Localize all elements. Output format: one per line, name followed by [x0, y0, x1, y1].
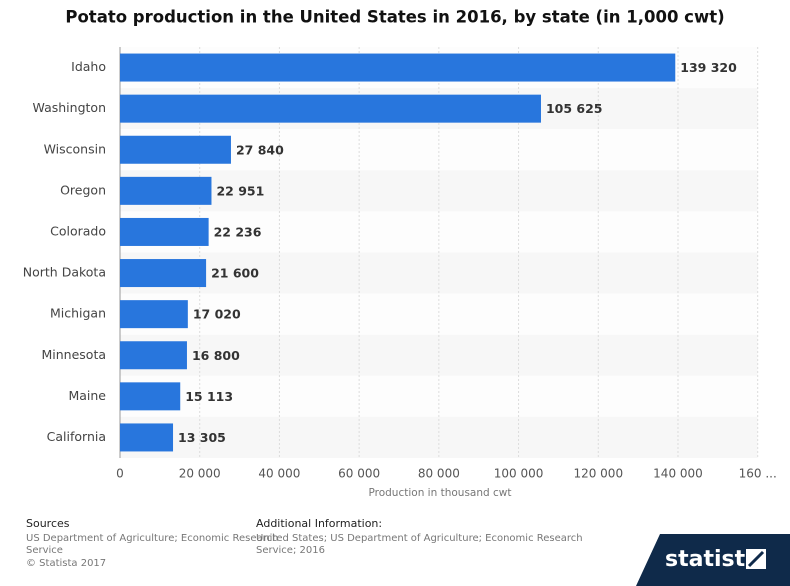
value-label: 13 305 [178, 430, 226, 445]
copyright: © Statista 2017 [26, 558, 106, 569]
value-label: 27 840 [236, 142, 284, 157]
value-label: 105 625 [546, 101, 603, 116]
value-label: 21 600 [211, 266, 259, 281]
x-tick-label: 120 000 [573, 467, 623, 481]
value-label: 16 800 [192, 348, 240, 363]
x-tick-label: 40 000 [258, 467, 300, 481]
bar [120, 53, 676, 82]
bar [120, 341, 187, 370]
info-heading: Additional Information: [256, 517, 382, 530]
y-tick-label: Oregon [60, 182, 106, 197]
sources-heading: Sources [26, 517, 70, 530]
logo: statista [665, 547, 760, 572]
sources-text: Service [26, 545, 63, 556]
value-label: 15 113 [185, 389, 233, 404]
value-label: 17 020 [193, 307, 241, 322]
logo-icon-stroke [747, 550, 765, 568]
bars [120, 53, 676, 452]
x-tick-label: 80 000 [418, 467, 460, 481]
bar [120, 423, 174, 452]
y-tick-label: California [47, 429, 106, 444]
y-tick-label: Idaho [71, 59, 106, 74]
y-tick-label: Minnesota [41, 347, 106, 362]
bar [120, 217, 209, 246]
value-label: 22 951 [216, 183, 264, 198]
value-label: 22 236 [214, 224, 262, 239]
value-label: 139 320 [680, 60, 737, 75]
x-tick-label: 20 000 [179, 467, 221, 481]
chart-title: Potato production in the United States i… [65, 8, 724, 27]
y-tick-label: Washington [33, 100, 106, 115]
y-tick-label: Maine [68, 388, 106, 403]
sources-text: US Department of Agriculture; Economic R… [26, 533, 278, 544]
bar [120, 176, 212, 205]
bar [120, 259, 207, 288]
x-tick-label: 100 000 [494, 467, 544, 481]
logo-background [636, 534, 790, 586]
info-text: Service; 2016 [256, 545, 325, 556]
info-text: United States; US Department of Agricult… [256, 533, 583, 544]
bar [120, 135, 231, 164]
x-tick-label: 160 ... [739, 467, 777, 481]
y-tick-label: Colorado [50, 223, 106, 238]
y-tick-label: Wisconsin [44, 141, 106, 156]
y-tick-label: North Dakota [23, 265, 106, 280]
bar [120, 94, 541, 123]
x-tick-label: 60 000 [338, 467, 380, 481]
x-tick-label: 0 [116, 467, 124, 481]
x-tick-label: 140 000 [653, 467, 703, 481]
y-tick-label: Michigan [50, 306, 106, 321]
x-axis-label: Production in thousand cwt [368, 487, 511, 499]
bar [120, 382, 181, 411]
bar [120, 300, 188, 329]
